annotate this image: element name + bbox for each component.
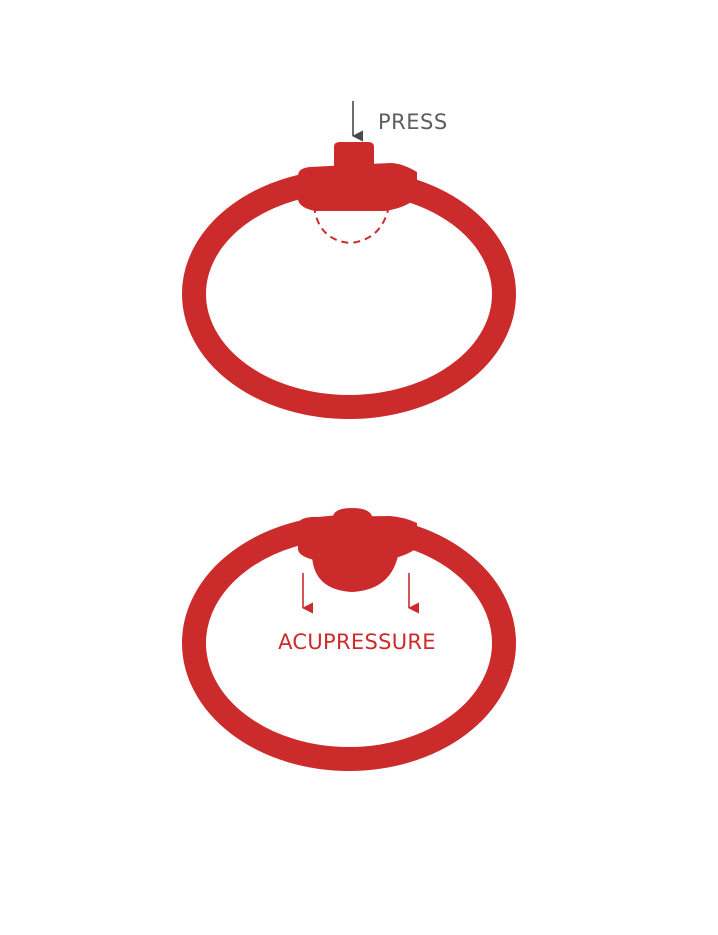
acupressure-knob <box>312 556 398 592</box>
bottom-clasp-housing <box>298 516 417 560</box>
top-bracelet-band <box>182 169 516 419</box>
bottom-bracelet-figure: ACUPRESSURE <box>182 508 516 771</box>
top-clasp-housing <box>298 163 417 211</box>
dashed-dome-outline-icon <box>313 205 390 245</box>
top-press-button <box>334 142 374 168</box>
bottom-press-button <box>333 508 372 516</box>
press-label: PRESS <box>378 110 448 134</box>
top-bracelet-figure: PRESS <box>182 101 516 419</box>
acupressure-label: ACUPRESSURE <box>278 630 436 654</box>
